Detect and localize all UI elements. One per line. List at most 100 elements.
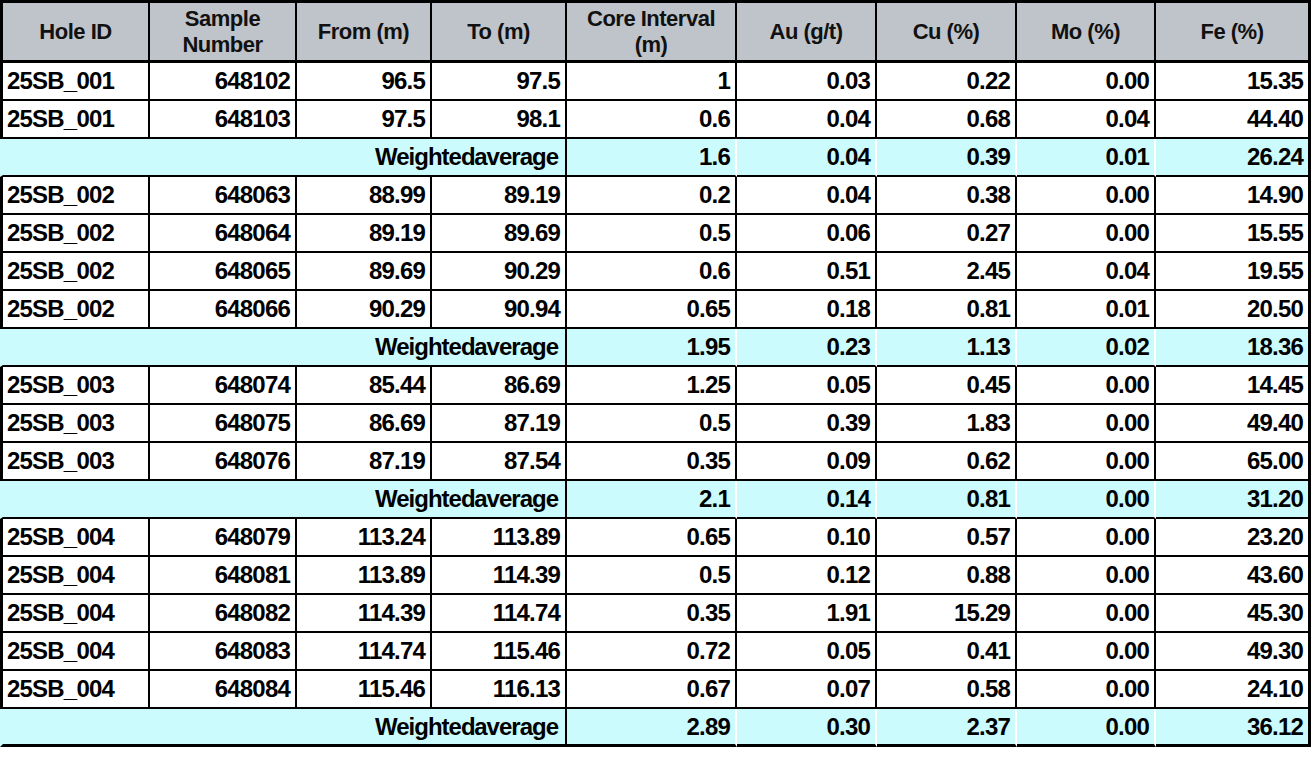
cell-to-m: 114.39 xyxy=(432,557,567,595)
cell-cu-pct: 0.62 xyxy=(877,443,1017,481)
cell-from-m: 97.5 xyxy=(297,101,432,139)
cell-hole-id: 25SB_003 xyxy=(0,405,150,443)
cell-mo-pct: 0.00 xyxy=(1017,557,1156,595)
cell-core-interval-m: 0.35 xyxy=(567,595,737,633)
cell-hole-id: 25SB_002 xyxy=(0,177,150,215)
cell-sample-number: 648079 xyxy=(150,519,297,557)
avg-cell-core-interval-m: 2.1 xyxy=(567,481,737,519)
sample-row: 25SB_004648083114.74115.460.720.050.410.… xyxy=(0,633,1311,671)
cell-sample-number: 648066 xyxy=(150,291,297,329)
avg-cell-fe-pct: 26.24 xyxy=(1156,139,1311,177)
cell-from-m: 89.19 xyxy=(297,215,432,253)
cell-sample-number: 648081 xyxy=(150,557,297,595)
cell-cu-pct: 0.27 xyxy=(877,215,1017,253)
cell-cu-pct: 0.45 xyxy=(877,367,1017,405)
cell-mo-pct: 0.00 xyxy=(1017,177,1156,215)
avg-cell-fe-pct: 31.20 xyxy=(1156,481,1311,519)
cell-hole-id: 25SB_002 xyxy=(0,215,150,253)
cell-mo-pct: 0.00 xyxy=(1017,367,1156,405)
cell-cu-pct: 15.29 xyxy=(877,595,1017,633)
cell-cu-pct: 0.81 xyxy=(877,291,1017,329)
cell-fe-pct: 49.40 xyxy=(1156,405,1311,443)
avg-cell-cu-pct: 0.39 xyxy=(877,139,1017,177)
cell-sample-number: 648064 xyxy=(150,215,297,253)
cell-from-m: 115.46 xyxy=(297,671,432,709)
cell-hole-id: 25SB_004 xyxy=(0,557,150,595)
cell-cu-pct: 0.68 xyxy=(877,101,1017,139)
avg-cell-au-gt: 0.14 xyxy=(737,481,877,519)
avg-cell-mo-pct: 0.00 xyxy=(1017,481,1156,519)
sample-row: 25SB_00264806388.9989.190.20.040.380.001… xyxy=(0,177,1311,215)
cell-to-m: 98.1 xyxy=(432,101,567,139)
cell-from-m: 113.24 xyxy=(297,519,432,557)
cell-au-gt: 1.91 xyxy=(737,595,877,633)
cell-cu-pct: 0.57 xyxy=(877,519,1017,557)
cell-fe-pct: 15.55 xyxy=(1156,215,1311,253)
cell-core-interval-m: 0.67 xyxy=(567,671,737,709)
avg-cell-cu-pct: 1.13 xyxy=(877,329,1017,367)
cell-mo-pct: 0.00 xyxy=(1017,215,1156,253)
cell-to-m: 114.74 xyxy=(432,595,567,633)
sample-row: 25SB_00364807485.4486.691.250.050.450.00… xyxy=(0,367,1311,405)
cell-au-gt: 0.10 xyxy=(737,519,877,557)
weighted-average-label: Weighted average xyxy=(0,329,567,367)
cell-sample-number: 648075 xyxy=(150,405,297,443)
avg-cell-au-gt: 0.30 xyxy=(737,709,877,747)
cell-from-m: 89.69 xyxy=(297,253,432,291)
cell-from-m: 86.69 xyxy=(297,405,432,443)
cell-mo-pct: 0.00 xyxy=(1017,443,1156,481)
cell-au-gt: 0.04 xyxy=(737,177,877,215)
cell-mo-pct: 0.00 xyxy=(1017,63,1156,101)
cell-mo-pct: 0.00 xyxy=(1017,519,1156,557)
cell-from-m: 113.89 xyxy=(297,557,432,595)
cell-sample-number: 648074 xyxy=(150,367,297,405)
avg-cell-core-interval-m: 2.89 xyxy=(567,709,737,747)
sample-row: 25SB_00164810397.598.10.60.040.680.0444.… xyxy=(0,101,1311,139)
cell-mo-pct: 0.00 xyxy=(1017,595,1156,633)
sample-row: 25SB_00164810296.597.510.030.220.0015.35 xyxy=(0,63,1311,101)
sample-row: 25SB_00264806489.1989.690.50.060.270.001… xyxy=(0,215,1311,253)
cell-fe-pct: 14.90 xyxy=(1156,177,1311,215)
cell-hole-id: 25SB_001 xyxy=(0,63,150,101)
cell-au-gt: 0.39 xyxy=(737,405,877,443)
cell-hole-id: 25SB_004 xyxy=(0,671,150,709)
sample-row: 25SB_004648081113.89114.390.50.120.880.0… xyxy=(0,557,1311,595)
cell-core-interval-m: 0.5 xyxy=(567,215,737,253)
cell-cu-pct: 0.38 xyxy=(877,177,1017,215)
cell-core-interval-m: 0.65 xyxy=(567,291,737,329)
cell-to-m: 86.69 xyxy=(432,367,567,405)
cell-hole-id: 25SB_004 xyxy=(0,595,150,633)
cell-fe-pct: 65.00 xyxy=(1156,443,1311,481)
cell-au-gt: 0.51 xyxy=(737,253,877,291)
avg-cell-core-interval-m: 1.6 xyxy=(567,139,737,177)
cell-sample-number: 648103 xyxy=(150,101,297,139)
cell-au-gt: 0.07 xyxy=(737,671,877,709)
cell-au-gt: 0.05 xyxy=(737,367,877,405)
avg-cell-au-gt: 0.23 xyxy=(737,329,877,367)
cell-hole-id: 25SB_004 xyxy=(0,519,150,557)
cell-core-interval-m: 1.25 xyxy=(567,367,737,405)
sample-row: 25SB_00264806690.2990.940.650.180.810.01… xyxy=(0,291,1311,329)
cell-core-interval-m: 0.35 xyxy=(567,443,737,481)
sample-row: 25SB_004648084115.46116.130.670.070.580.… xyxy=(0,671,1311,709)
assay-results-table: Hole ID Sample Number From (m) To (m) Co… xyxy=(0,0,1311,747)
weighted-average-label: Weighted average xyxy=(0,481,567,519)
avg-cell-mo-pct: 0.02 xyxy=(1017,329,1156,367)
cell-hole-id: 25SB_002 xyxy=(0,253,150,291)
cell-core-interval-m: 0.6 xyxy=(567,101,737,139)
cell-sample-number: 648102 xyxy=(150,63,297,101)
cell-from-m: 96.5 xyxy=(297,63,432,101)
cell-to-m: 87.54 xyxy=(432,443,567,481)
cell-cu-pct: 0.22 xyxy=(877,63,1017,101)
weighted-average-row: Weighted average2.10.140.810.0031.20 xyxy=(0,481,1311,519)
sample-row: 25SB_004648082114.39114.740.351.9115.290… xyxy=(0,595,1311,633)
cell-au-gt: 0.05 xyxy=(737,633,877,671)
cell-core-interval-m: 0.72 xyxy=(567,633,737,671)
cell-sample-number: 648083 xyxy=(150,633,297,671)
cell-fe-pct: 20.50 xyxy=(1156,291,1311,329)
cell-au-gt: 0.03 xyxy=(737,63,877,101)
cell-cu-pct: 0.41 xyxy=(877,633,1017,671)
cell-sample-number: 648076 xyxy=(150,443,297,481)
column-header-core-interval: Core Interval (m) xyxy=(567,0,737,63)
cell-mo-pct: 0.00 xyxy=(1017,633,1156,671)
